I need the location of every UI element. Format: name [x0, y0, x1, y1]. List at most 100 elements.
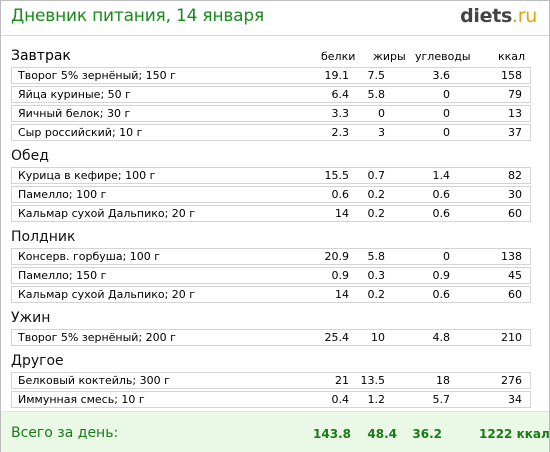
food-kcal: 276	[501, 374, 522, 387]
food-row[interactable]: Яичный белок; 30 г 3.3 0 0 13	[11, 105, 531, 122]
food-carbs: 5.7	[432, 393, 451, 406]
food-row[interactable]: Кальмар сухой Дальпико; 20 г 14 0.2 0.6 60	[11, 286, 531, 303]
food-name: Иммунная смесь; 10 г	[18, 393, 145, 406]
food-name: Творог 5% зернёный; 200 г	[18, 331, 176, 344]
food-fat: 7.5	[367, 69, 386, 82]
food-protein: 3.3	[331, 107, 350, 120]
food-protein: 0.4	[331, 393, 350, 406]
column-kcal: ккал	[498, 50, 526, 63]
food-protein: 0.9	[331, 269, 350, 282]
food-name: Яйца куриные; 50 г	[18, 88, 131, 101]
food-row[interactable]: Курица в кефире; 100 г 15.5 0.7 1.4 82	[11, 167, 531, 184]
food-carbs: 0	[443, 107, 450, 120]
food-protein: 20.9	[324, 250, 350, 263]
food-kcal: 60	[508, 288, 522, 301]
food-carbs: 4.8	[432, 331, 451, 344]
food-row[interactable]: Творог 5% зернёный; 200 г 25.4 10 4.8 210	[11, 329, 531, 346]
total-kcal: 1222 ккал	[479, 427, 550, 441]
food-kcal: 13	[508, 107, 522, 120]
total-carbs: 36.2	[412, 427, 442, 441]
section-title: Другое	[11, 353, 64, 369]
food-protein: 21	[335, 374, 349, 387]
food-row[interactable]: Сыр российский; 10 г 2.3 3 0 37	[11, 124, 531, 141]
food-row[interactable]: Белковый коктейль; 300 г 21 13.5 18 276	[11, 372, 531, 389]
column-headers: Завтрак белки жиры углеводы ккал	[1, 48, 549, 64]
food-protein: 14	[335, 288, 349, 301]
food-fat: 0.2	[367, 288, 386, 301]
food-fat: 1.2	[367, 393, 386, 406]
food-name: Консерв. горбуша; 100 г	[18, 250, 161, 263]
food-kcal: 79	[508, 88, 522, 101]
food-row[interactable]: Памелло; 100 г 0.6 0.2 0.6 30	[11, 186, 531, 203]
food-kcal: 210	[501, 331, 522, 344]
header-divider	[1, 35, 549, 36]
food-carbs: 18	[436, 374, 450, 387]
food-name: Творог 5% зернёный; 150 г	[18, 69, 176, 82]
food-name: Памелло; 150 г	[18, 269, 107, 282]
section-title: Полдник	[11, 229, 76, 245]
food-name: Курица в кефире; 100 г	[18, 169, 156, 182]
food-row[interactable]: Яйца куриные; 50 г 6.4 5.8 0 79	[11, 86, 531, 103]
food-name: Белковый коктейль; 300 г	[18, 374, 170, 387]
food-name: Кальмар сухой Дальпико; 20 г	[18, 207, 196, 220]
food-row[interactable]: Иммунная смесь; 10 г 0.4 1.2 5.7 34	[11, 391, 531, 408]
food-carbs: 0.6	[432, 188, 451, 201]
food-carbs: 0	[443, 126, 450, 139]
section-title-breakfast: Завтрак	[11, 48, 71, 64]
food-fat: 13.5	[360, 374, 386, 387]
food-protein: 0.6	[331, 188, 350, 201]
food-kcal: 45	[508, 269, 522, 282]
total-protein: 143.8	[313, 427, 351, 441]
food-fat: 5.8	[367, 250, 386, 263]
food-protein: 14	[335, 207, 349, 220]
food-carbs: 0	[443, 88, 450, 101]
food-kcal: 138	[501, 250, 522, 263]
food-fat: 0.2	[367, 188, 386, 201]
food-row[interactable]: Творог 5% зернёный; 150 г 19.1 7.5 3.6 158	[11, 67, 531, 84]
food-carbs: 1.4	[432, 169, 451, 182]
food-kcal: 60	[508, 207, 522, 220]
food-fat: 3	[378, 126, 385, 139]
food-row[interactable]: Консерв. горбуша; 100 г 20.9 5.8 0 138	[11, 248, 531, 265]
food-fat: 0.7	[367, 169, 386, 182]
food-protein: 6.4	[331, 88, 350, 101]
food-carbs: 0.9	[432, 269, 451, 282]
section-title: Ужин	[11, 310, 51, 326]
food-protein: 25.4	[324, 331, 350, 344]
food-protein: 15.5	[324, 169, 350, 182]
total-fat: 48.4	[367, 427, 397, 441]
column-fat: жиры	[373, 50, 406, 63]
food-carbs: 0.6	[432, 288, 451, 301]
food-fat: 10	[371, 331, 385, 344]
brand-tld: .ru	[512, 5, 537, 27]
food-row[interactable]: Кальмар сухой Дальпико; 20 г 14 0.2 0.6 60	[11, 205, 531, 222]
food-carbs: 0.6	[432, 207, 451, 220]
food-kcal: 82	[508, 169, 522, 182]
food-name: Сыр российский; 10 г	[18, 126, 143, 139]
food-kcal: 37	[508, 126, 522, 139]
food-fat: 0	[378, 107, 385, 120]
food-carbs: 3.6	[432, 69, 451, 82]
food-fat: 5.8	[367, 88, 386, 101]
column-protein: белки	[321, 50, 356, 63]
brand-name: diets	[460, 5, 512, 27]
food-protein: 2.3	[331, 126, 350, 139]
food-name: Кальмар сухой Дальпико; 20 г	[18, 288, 196, 301]
food-kcal: 30	[508, 188, 522, 201]
food-row[interactable]: Памелло; 150 г 0.9 0.3 0.9 45	[11, 267, 531, 284]
food-protein: 19.1	[324, 69, 350, 82]
food-fat: 0.2	[367, 207, 386, 220]
section-title: Обед	[11, 148, 49, 164]
header: Дневник питания, 14 января diets.ru	[1, 1, 549, 35]
column-carbs: углеводы	[415, 50, 471, 63]
food-name: Яичный белок; 30 г	[18, 107, 131, 120]
food-fat: 0.3	[367, 269, 386, 282]
food-kcal: 34	[508, 393, 522, 406]
food-kcal: 158	[501, 69, 522, 82]
food-carbs: 0	[443, 250, 450, 263]
total-label: Всего за день:	[11, 425, 119, 441]
daily-total: Всего за день: 143.8 48.4 36.2 1222 ккал	[1, 411, 550, 452]
brand-logo[interactable]: diets.ru	[460, 5, 537, 27]
page-title: Дневник питания, 14 января	[11, 6, 265, 26]
